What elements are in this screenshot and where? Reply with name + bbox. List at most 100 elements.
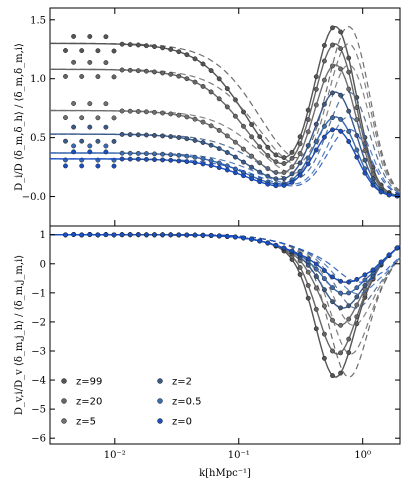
top-series-point-1 <box>297 141 303 147</box>
top-series-point-0 <box>119 41 125 47</box>
bottom-series-point-5 <box>143 232 149 238</box>
bottom-series-point-5 <box>273 242 279 248</box>
legend-label-1: z=20 <box>76 397 102 408</box>
bottom-series-point-5 <box>249 236 255 242</box>
top-series-point-5 <box>152 157 157 163</box>
top-series-point-4 <box>224 163 230 169</box>
bottom-series-point-5 <box>184 232 190 238</box>
bottom-series-point-5 <box>95 232 101 238</box>
top-series-point-3 <box>297 160 303 166</box>
top-series-point-0 <box>87 34 93 39</box>
top-series-point-3 <box>216 146 222 152</box>
bottom-series-point-5 <box>257 238 263 244</box>
top-series-point-5 <box>127 156 133 162</box>
top-series-point-3 <box>192 137 198 143</box>
legend-label-5: z=0 <box>172 417 192 428</box>
top-series-point-0 <box>313 74 319 80</box>
top-series-point-4 <box>87 143 93 149</box>
bottom-y-tick-label-2: −1 <box>31 288 46 299</box>
top-y-tick-label-1: 0.5 <box>30 133 46 144</box>
top-series-line-5 <box>50 128 401 197</box>
top-series-point-4 <box>200 156 206 162</box>
top-panel <box>50 25 401 199</box>
top-series-line-4 <box>50 116 401 197</box>
top-series-point-1 <box>224 104 230 110</box>
bottom-series-point-3 <box>321 287 327 293</box>
legend-marker-2 <box>61 418 67 424</box>
bottom-y-tick-label-1: 0 <box>40 259 46 270</box>
top-series-point-1 <box>184 76 190 82</box>
top-series-point-2 <box>241 146 246 152</box>
top-series-point-3 <box>63 138 68 144</box>
top-series-point-0 <box>265 144 271 150</box>
top-series-dashed-3 <box>50 91 401 194</box>
bottom-series-point-5 <box>152 232 157 238</box>
bottom-series-point-3 <box>338 305 344 311</box>
top-series-point-0 <box>330 25 335 31</box>
top-series-point-1 <box>87 59 93 65</box>
top-series-point-1 <box>95 74 101 80</box>
top-series-point-1 <box>111 74 117 80</box>
top-series-point-5 <box>281 182 287 188</box>
top-series-point-3 <box>79 138 85 144</box>
bottom-series-point-1 <box>354 314 360 320</box>
top-series-point-3 <box>208 142 214 148</box>
top-series-point-0 <box>257 134 263 140</box>
top-series-point-0 <box>63 48 68 53</box>
top-y-tick-label-2: 1.0 <box>30 74 46 85</box>
top-series-point-0 <box>111 48 117 54</box>
top-series-point-1 <box>143 68 149 74</box>
top-series-point-0 <box>135 42 141 48</box>
bottom-series-dashed-3 <box>50 234 401 309</box>
top-series-point-3 <box>168 134 174 140</box>
top-series-point-1 <box>273 159 279 165</box>
top-series-point-5 <box>79 163 85 169</box>
top-series-point-0 <box>289 149 295 155</box>
x-tick-label-1: 10⁻¹ <box>228 450 250 461</box>
top-series-point-2 <box>313 102 319 108</box>
top-series-point-0 <box>216 76 222 82</box>
bottom-series-point-5 <box>378 259 384 265</box>
bottom-series-point-0 <box>321 355 327 361</box>
top-series-point-5 <box>289 179 295 185</box>
top-series-point-5 <box>192 160 198 166</box>
bottom-series-point-4 <box>330 285 335 291</box>
bottom-series-point-5 <box>321 268 327 274</box>
top-series-point-1 <box>330 42 335 48</box>
top-series-point-2 <box>63 115 68 121</box>
bottom-series-point-5 <box>216 233 222 239</box>
top-series-point-1 <box>63 73 68 79</box>
top-series-point-5 <box>232 170 238 176</box>
top-series-point-4 <box>168 152 174 158</box>
top-y-tick-label-0: −0.0 <box>22 192 46 203</box>
top-series-point-5 <box>338 128 344 134</box>
top-series-point-3 <box>289 171 295 177</box>
top-series-point-3 <box>200 140 206 145</box>
top-series-point-5 <box>370 182 376 188</box>
bottom-series-point-5 <box>370 267 376 273</box>
top-series-point-5 <box>63 163 68 169</box>
top-series-point-0 <box>152 44 157 50</box>
top-y-axis-label: D_i/D ⟨δ_m,δ_h⟩ / ⟨δ_m,δ_m,i⟩ <box>14 43 25 191</box>
top-series-point-2 <box>224 133 230 139</box>
bottom-series-point-5 <box>338 278 344 284</box>
x-tick-label-2: 10⁰ <box>354 450 371 461</box>
bottom-series-point-0 <box>346 350 352 356</box>
top-series-point-0 <box>143 43 149 49</box>
top-series-point-2 <box>281 170 287 175</box>
top-series-point-0 <box>79 48 85 54</box>
bottom-series-point-5 <box>305 256 311 262</box>
top-series-point-3 <box>338 92 344 98</box>
top-series-point-2 <box>168 111 174 117</box>
legend-label-0: z=99 <box>76 377 102 388</box>
top-series-point-1 <box>208 89 214 95</box>
bottom-series-point-0 <box>313 326 319 332</box>
bottom-series-point-1 <box>297 265 303 270</box>
top-series-point-0 <box>200 61 206 67</box>
top-series-point-5 <box>378 189 384 195</box>
top-series-point-3 <box>152 132 157 138</box>
bottom-series-point-5 <box>281 245 287 251</box>
top-series-point-5 <box>321 134 327 140</box>
top-series-point-5 <box>71 149 77 155</box>
